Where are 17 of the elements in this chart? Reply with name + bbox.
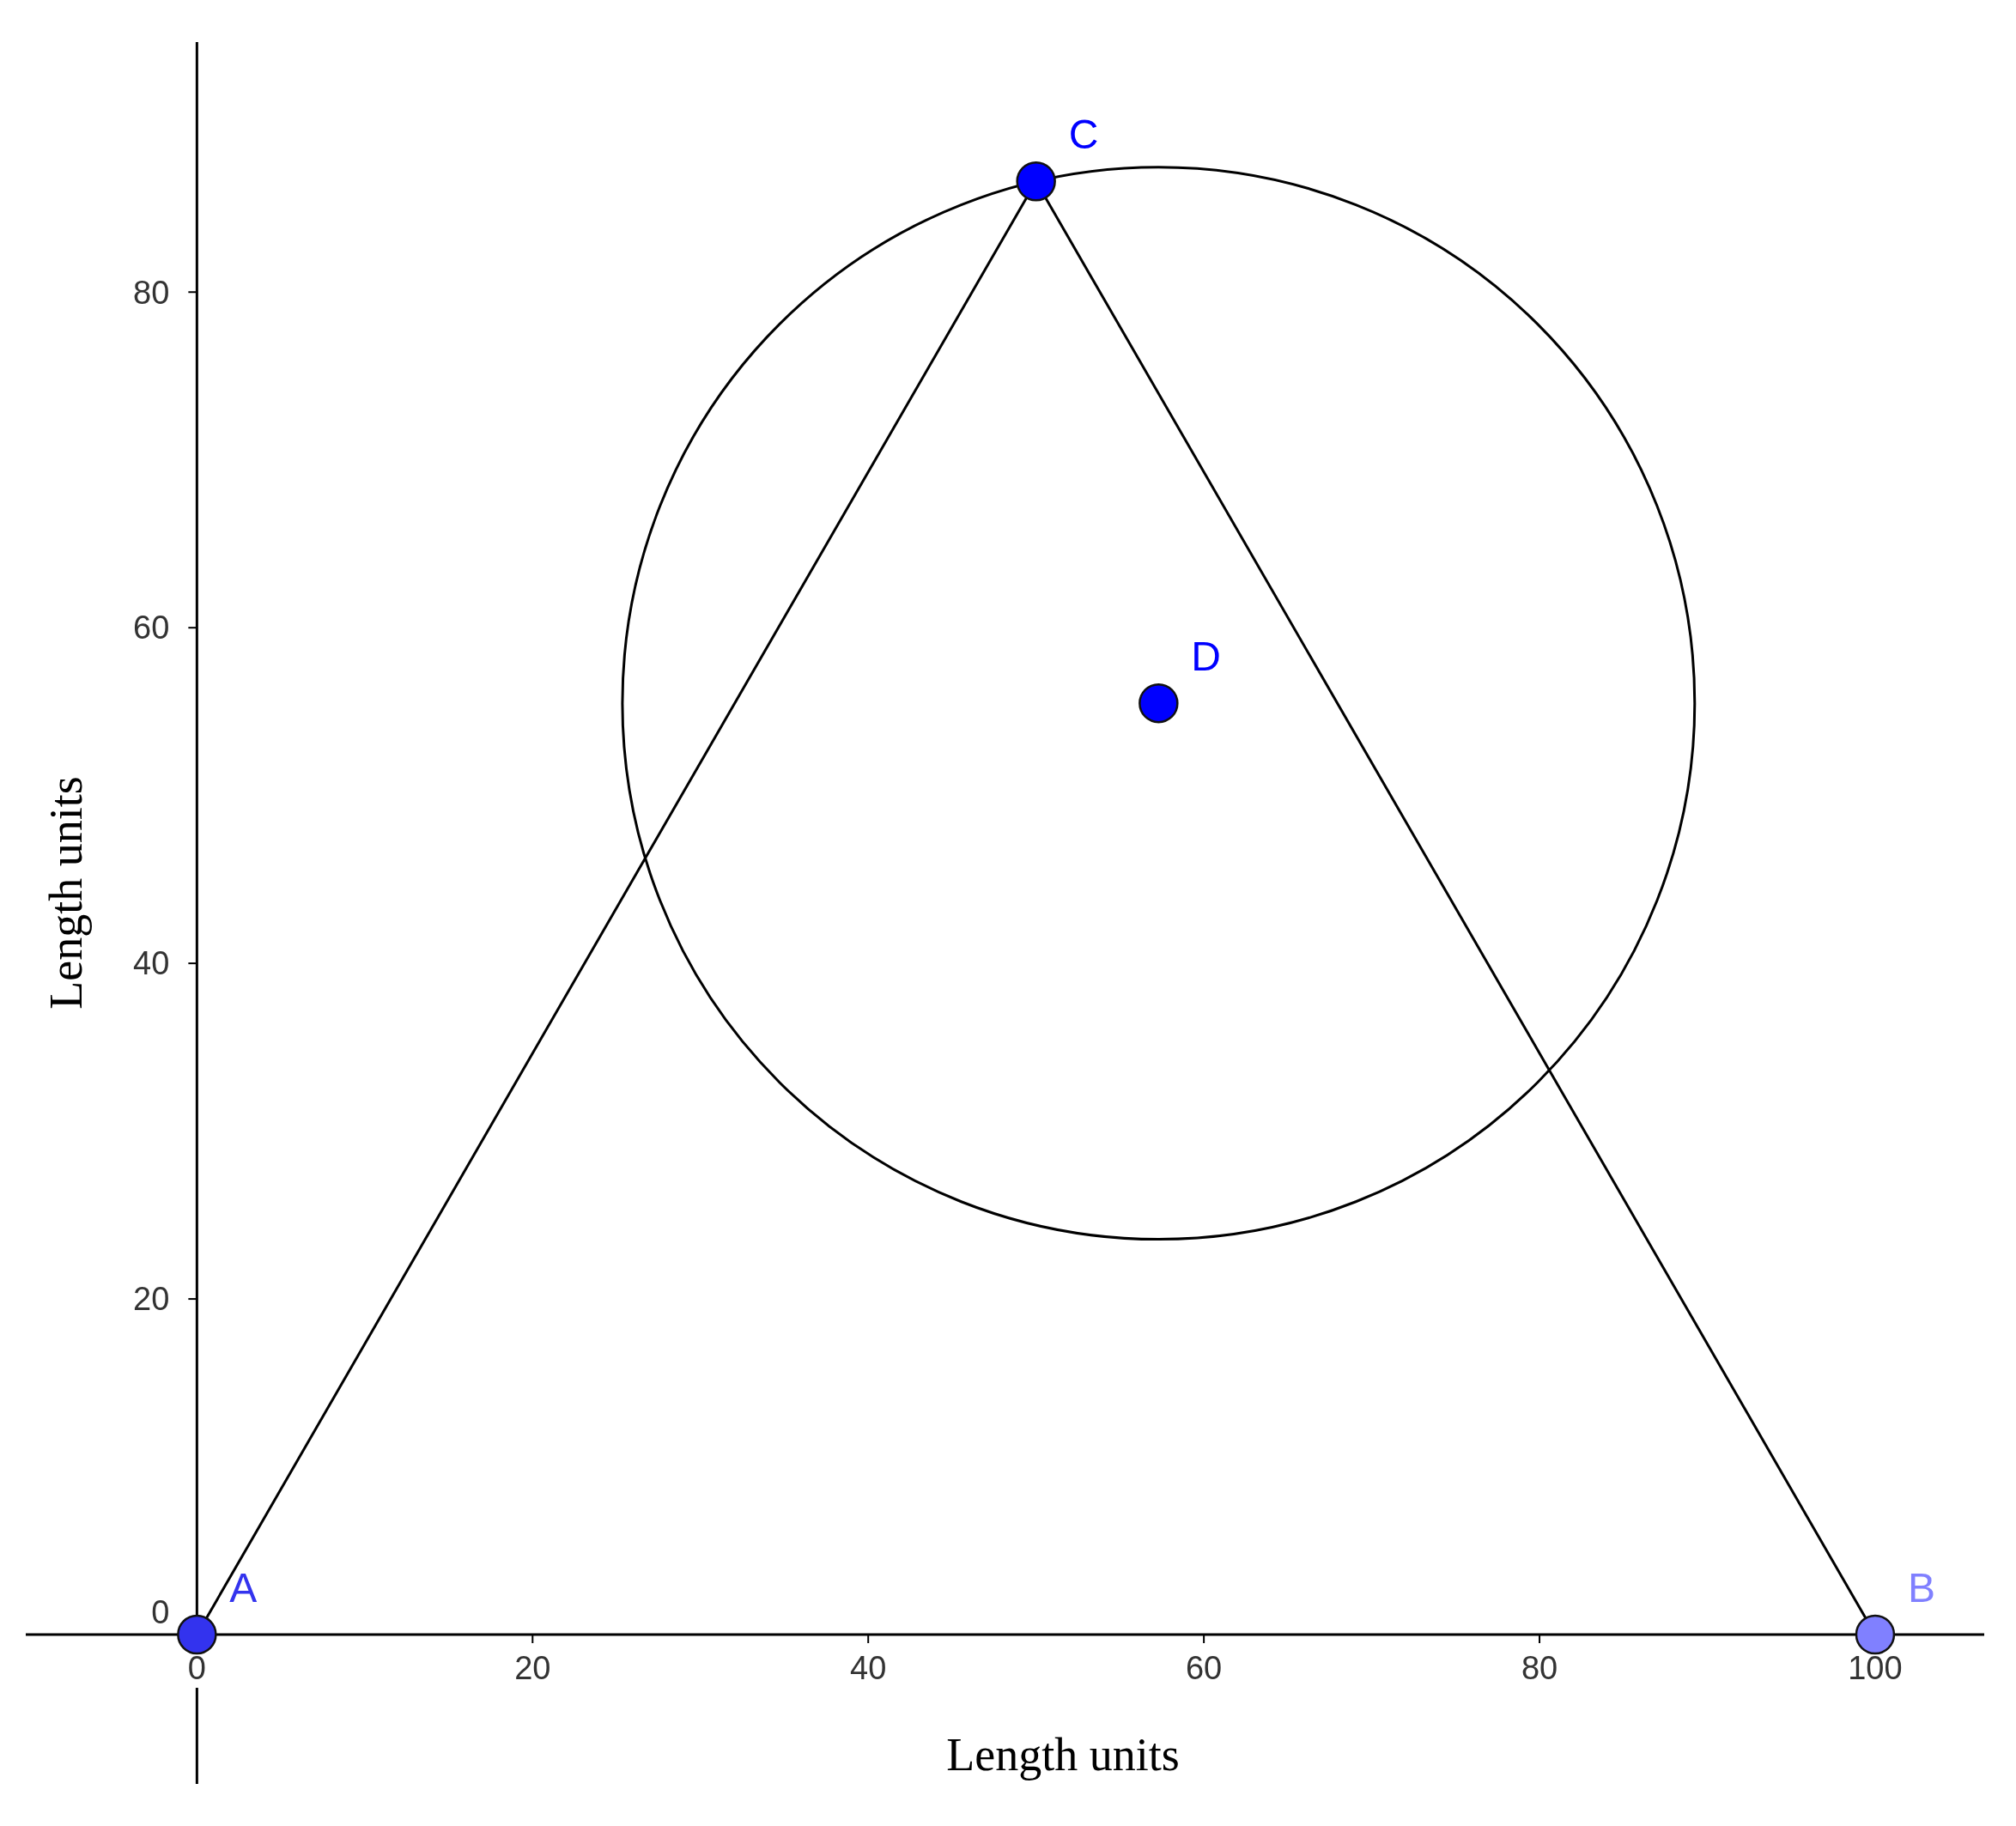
x-tick-label: 0	[187, 1650, 206, 1687]
x-tick-label: 100	[1848, 1650, 1903, 1687]
x-axis-title: Length units	[946, 1729, 1180, 1781]
x-tick-label: 40	[850, 1650, 887, 1687]
y-axis-title: Length units	[40, 776, 92, 1010]
x-tick-label: 20	[514, 1650, 551, 1687]
y-tick-label: 60	[133, 610, 170, 646]
annotation: A	[229, 1565, 258, 1611]
annotation: D	[1191, 634, 1222, 680]
annotation: C	[1068, 112, 1099, 158]
x-tick-label: 60	[1185, 1650, 1223, 1687]
y-tick-label: 80	[133, 274, 170, 311]
y-tick-label: 20	[133, 1281, 170, 1318]
y-tick-label: 0	[151, 1594, 170, 1631]
x-tick-label: 80	[1521, 1650, 1558, 1687]
annotation: B	[1907, 1565, 1935, 1611]
y-tick-label: 40	[133, 945, 170, 982]
